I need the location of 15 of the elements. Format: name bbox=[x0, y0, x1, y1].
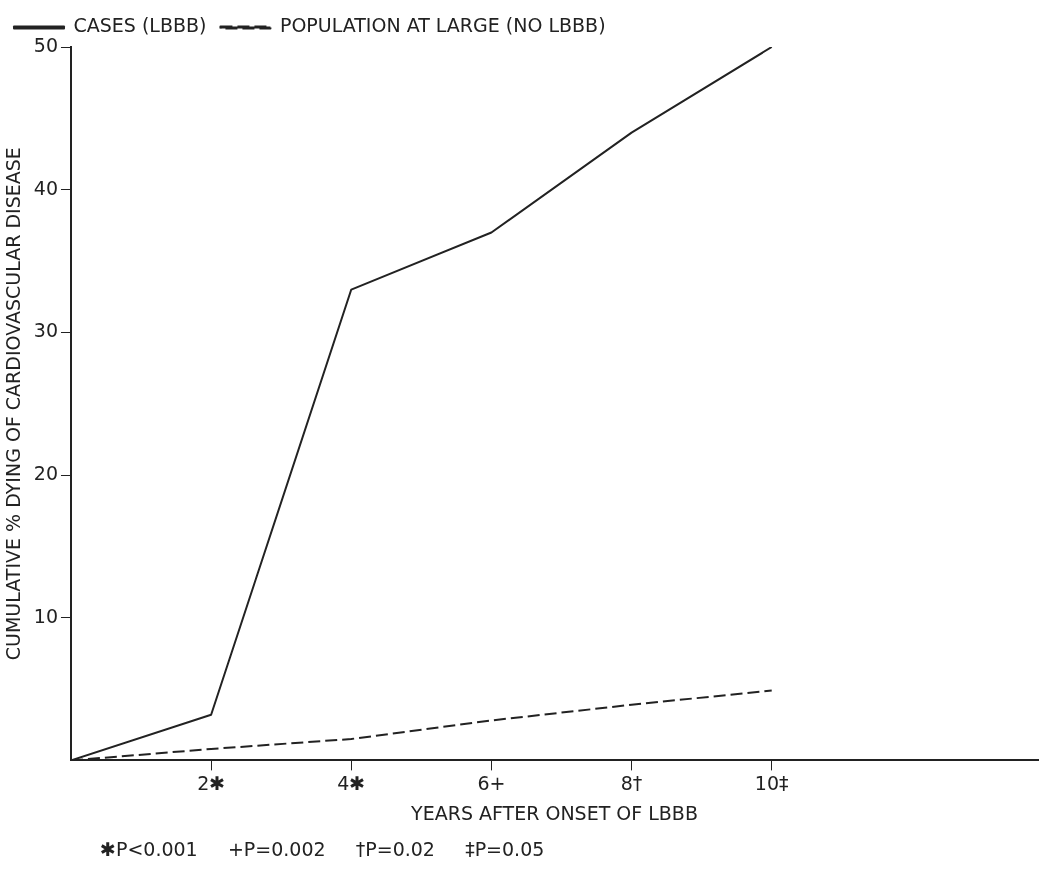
legend-label: CASES (LBBB) bbox=[73, 14, 207, 37]
y-axis-title: CUMULATIVE % DYING OF CARDIOVASCULAR DISEASE bbox=[2, 147, 25, 661]
legend-label: POPULATION AT LARGE (NO LBBB) bbox=[279, 14, 606, 37]
y-tick-label: 20 bbox=[33, 461, 58, 484]
x-axis-title: YEARS AFTER ONSET OF LBBB bbox=[410, 801, 698, 824]
x-tick-label: 6+ bbox=[477, 771, 506, 794]
y-tick-label: 50 bbox=[33, 33, 58, 56]
x-tick-label: 4✱ bbox=[337, 771, 366, 794]
y-tick-label: 30 bbox=[33, 319, 58, 342]
x-tick-label: 8† bbox=[620, 771, 643, 794]
x-tick-label: 10‡ bbox=[754, 771, 789, 794]
y-tick-label: 10 bbox=[33, 604, 58, 627]
y-tick-label: 40 bbox=[33, 176, 58, 199]
text: ✱P<0.001 +P=0.002 †P=0.02 ‡P=0.05 bbox=[100, 838, 545, 860]
x-tick-label: 2✱ bbox=[197, 771, 226, 794]
